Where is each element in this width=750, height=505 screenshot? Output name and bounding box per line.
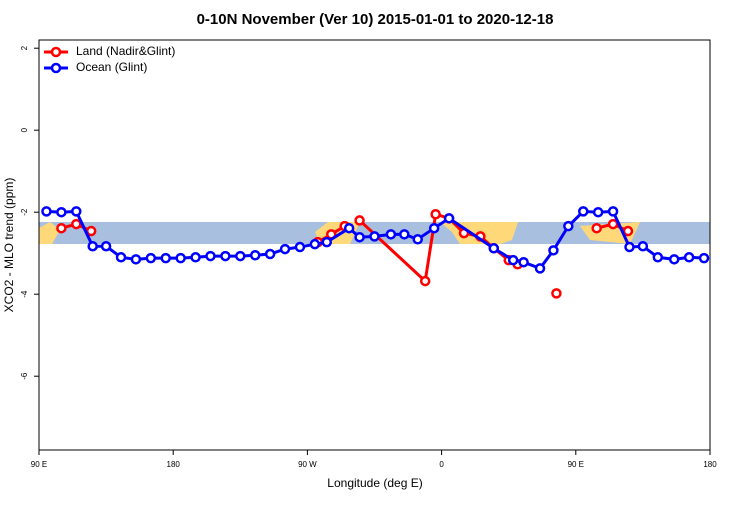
y-tick-label: 2 [20, 45, 29, 50]
data-point [428, 222, 440, 234]
legend-marker [50, 46, 62, 58]
data-point [624, 241, 635, 253]
x-tick-label: 90 W [298, 460, 317, 469]
legend-label: Ocean (Glint) [76, 60, 147, 74]
data-point [41, 206, 52, 217]
data-point [652, 252, 664, 263]
data-point [592, 206, 604, 218]
data-point [71, 218, 82, 230]
data-point [578, 206, 589, 217]
data-point [220, 250, 231, 262]
data-point [294, 241, 306, 253]
data-point [443, 213, 455, 224]
data-point [56, 206, 67, 218]
data-point [399, 229, 410, 240]
legend-label: Land (Nadir&Glint) [76, 44, 175, 58]
data-point [249, 250, 261, 261]
data-point [563, 220, 574, 232]
data-point [87, 240, 98, 252]
data-point [354, 231, 365, 243]
data-point [637, 240, 649, 252]
data-point [534, 263, 546, 274]
chart-title: 0-10N November (Ver 10) 2015-01-01 to 20… [197, 11, 554, 28]
x-tick-label: 0 [439, 460, 444, 469]
data-point [551, 288, 562, 299]
x-tick-label: 180 [167, 460, 181, 469]
data-point [100, 240, 112, 252]
data-point [591, 222, 602, 234]
data-point [668, 254, 680, 265]
data-point [343, 222, 355, 234]
data-point [56, 222, 67, 234]
data-point [385, 229, 397, 240]
data-point [369, 231, 380, 242]
data-point [412, 234, 423, 245]
data-point [430, 209, 441, 220]
data-point [622, 225, 634, 237]
data-point [205, 250, 216, 262]
data-point [698, 252, 710, 264]
legend-marker [50, 62, 62, 74]
data-point [264, 248, 276, 260]
land-patch [39, 222, 60, 244]
x-tick-label: 90 E [568, 460, 584, 469]
data-point [488, 243, 500, 254]
data-point [548, 245, 559, 256]
data-point [321, 236, 333, 248]
x-tick-label: 180 [703, 460, 717, 469]
data-point [130, 254, 142, 265]
data-point [518, 256, 529, 268]
data-point [145, 252, 157, 264]
data-point [607, 218, 619, 230]
data-point [683, 252, 695, 263]
y-tick-label: -4 [20, 290, 29, 298]
data-point [419, 275, 431, 287]
data-point [279, 243, 291, 255]
data-point [190, 252, 201, 263]
plot-frame [38, 39, 711, 451]
data-point [309, 238, 321, 250]
y-tick-label: -6 [20, 372, 29, 380]
x-tick-label: 90 E [31, 460, 47, 469]
data-point [115, 252, 127, 263]
y-tick-label: 0 [20, 127, 29, 132]
data-point [235, 250, 246, 262]
data-point [71, 206, 82, 217]
data-point [607, 206, 619, 217]
y-tick-label: -2 [20, 208, 29, 216]
data-point [507, 254, 519, 266]
data-point [175, 252, 186, 264]
data-point [160, 252, 171, 264]
y-axis-label: XCO2 - MLO trend (ppm) [2, 178, 16, 313]
data-point [354, 215, 365, 226]
x-axis-label: Longitude (deg E) [327, 476, 422, 490]
